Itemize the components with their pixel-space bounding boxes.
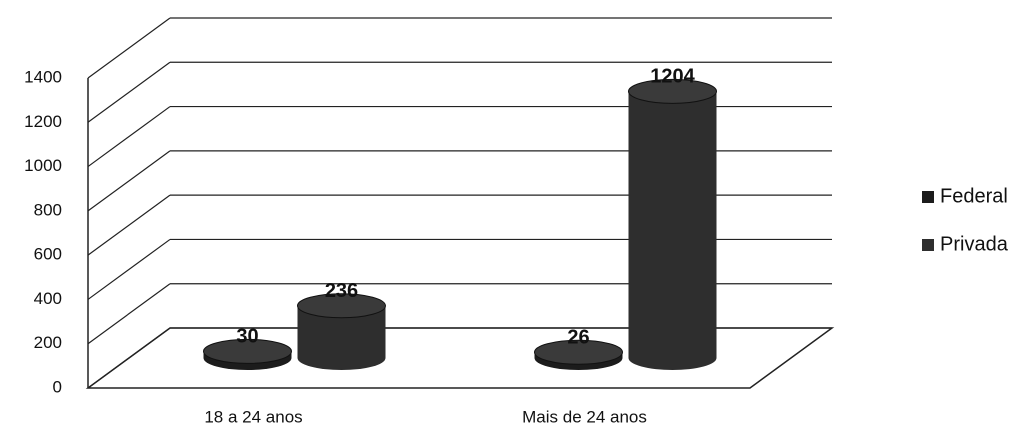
y-tick-label: 0 (53, 377, 62, 396)
grid-line (87, 238, 171, 300)
legend-swatch (922, 191, 934, 203)
data-label: 26 (567, 327, 589, 349)
x-tick-label: Mais de 24 anos (522, 407, 647, 426)
bar (628, 91, 717, 371)
grid-line (87, 283, 171, 345)
y-tick-label: 400 (34, 289, 62, 308)
y-tick-label: 1400 (24, 67, 62, 86)
y-tick-label: 800 (34, 200, 62, 219)
y-tick-label: 200 (34, 333, 62, 352)
grid-line (87, 194, 171, 256)
bar-top (534, 339, 623, 365)
bar-top (297, 293, 386, 319)
grid-line (87, 150, 171, 212)
x-tick-label: 18 a 24 anos (204, 407, 302, 426)
data-label: 30 (236, 326, 258, 348)
legend-label: Federal (940, 185, 1008, 207)
grid-line (87, 106, 171, 168)
grid-line (87, 61, 171, 123)
floor (85, 327, 835, 389)
bar (297, 305, 386, 370)
y-tick-label: 600 (34, 245, 62, 264)
bar-top (628, 78, 717, 104)
y-tick-label: 1200 (24, 112, 62, 131)
y-tick-label: 1000 (24, 156, 62, 175)
data-label: 1204 (650, 66, 695, 88)
legend-label: Privada (940, 233, 1009, 255)
bar-top (203, 338, 292, 364)
legend-swatch (922, 239, 934, 251)
data-label: 236 (325, 280, 358, 302)
grid-line (87, 17, 171, 79)
